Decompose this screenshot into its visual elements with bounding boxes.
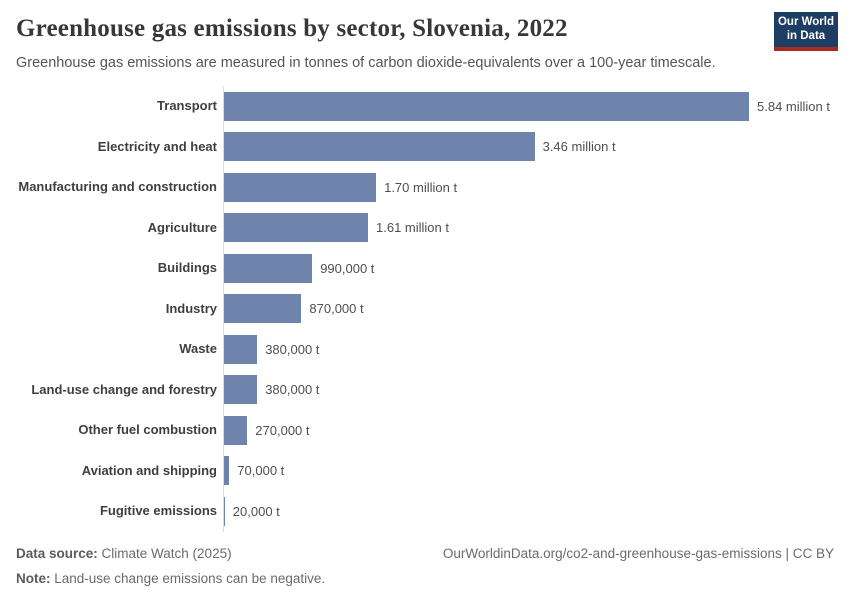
category-label: Other fuel combustion xyxy=(78,422,217,438)
value-label: 3.46 million t xyxy=(542,139,616,155)
chart-row: Buildings 990,000 t xyxy=(0,248,850,289)
bar-chart-plot: Transport 5.84 million t Electricity and… xyxy=(0,86,850,532)
bar-track: 1.70 million t xyxy=(223,167,850,208)
category-label: Land-use change and forestry xyxy=(31,381,217,397)
y-axis-line xyxy=(223,86,224,532)
chart-row: Industry 870,000 t xyxy=(0,289,850,330)
value-label: 5.84 million t xyxy=(757,98,830,114)
value-label: 990,000 t xyxy=(320,260,375,276)
footer-left: Data source: Climate Watch (2025) Note: … xyxy=(16,545,325,587)
bar-track: 70,000 t xyxy=(223,451,850,492)
chart-row: Land-use change and forestry 380,000 t xyxy=(0,370,850,411)
bar[interactable] xyxy=(223,132,535,162)
chart-footer: Data source: Climate Watch (2025) Note: … xyxy=(16,545,834,587)
category-label: Electricity and heat xyxy=(97,138,217,154)
owid-logo-line1: Our World xyxy=(777,15,834,28)
value-label: 270,000 t xyxy=(255,422,310,438)
bar[interactable] xyxy=(223,456,230,486)
category-label: Fugitive emissions xyxy=(99,503,217,519)
data-source-line: Data source: Climate Watch (2025) xyxy=(16,545,325,563)
bar-track: 380,000 t xyxy=(223,329,850,370)
bar[interactable] xyxy=(223,294,302,324)
chart-subtitle: Greenhouse gas emissions are measured in… xyxy=(16,55,716,71)
chart-row: Waste 380,000 t xyxy=(0,329,850,370)
chart-row: Manufacturing and construction 1.70 mill… xyxy=(0,167,850,208)
chart-row: Fugitive emissions 20,000 t xyxy=(0,491,850,532)
bar[interactable] xyxy=(223,334,258,364)
chart-header: Greenhouse gas emissions by sector, Slov… xyxy=(0,0,850,72)
category-label: Buildings xyxy=(157,260,217,276)
note-value: Land-use change emissions can be negativ… xyxy=(50,570,326,586)
category-label: Manufacturing and construction xyxy=(18,179,217,195)
bar-track: 20,000 t xyxy=(223,491,850,532)
chart-title: Greenhouse gas emissions by sector, Slov… xyxy=(16,15,568,42)
bar-track: 380,000 t xyxy=(223,370,850,411)
value-label: 380,000 t xyxy=(265,382,320,398)
category-label: Industry xyxy=(165,300,217,316)
category-label: Transport xyxy=(157,98,217,114)
data-source-value: Climate Watch (2025) xyxy=(97,546,232,561)
bar-track: 3.46 million t xyxy=(223,127,850,168)
attribution-link[interactable]: OurWorldinData.org/co2-and-greenhouse-ga… xyxy=(442,546,834,561)
bar-track: 870,000 t xyxy=(223,289,850,330)
bar[interactable] xyxy=(223,253,313,283)
value-label: 1.61 million t xyxy=(376,220,449,236)
value-label: 70,000 t xyxy=(237,463,285,479)
owid-logo[interactable]: Our World in Data xyxy=(774,12,838,51)
bar-rows: Transport 5.84 million t Electricity and… xyxy=(0,86,850,532)
value-label: 1.70 million t xyxy=(384,179,458,195)
chart-row: Electricity and heat 3.46 million t xyxy=(0,127,850,168)
bar[interactable] xyxy=(223,91,749,121)
chart-row: Aviation and shipping 70,000 t xyxy=(0,451,850,492)
chart-row: Transport 5.84 million t xyxy=(0,86,850,127)
bar[interactable] xyxy=(223,213,368,243)
note-line: Note: Land-use change emissions can be n… xyxy=(16,570,325,588)
value-label: 20,000 t xyxy=(232,503,280,519)
bar-track: 270,000 t xyxy=(223,410,850,451)
category-label: Aviation and shipping xyxy=(81,462,217,478)
category-label: Waste xyxy=(179,341,217,357)
value-label: 870,000 t xyxy=(309,301,364,317)
bar[interactable] xyxy=(223,415,248,445)
value-label: 380,000 t xyxy=(265,341,320,357)
bar-track: 1.61 million t xyxy=(223,208,850,249)
bar-track: 990,000 t xyxy=(223,248,850,289)
chart-row: Agriculture 1.61 million t xyxy=(0,208,850,249)
category-label: Agriculture xyxy=(147,219,217,235)
bar[interactable] xyxy=(223,172,377,202)
note-label: Note: xyxy=(16,570,51,586)
owid-logo-line2: in Data xyxy=(786,29,826,42)
bar[interactable] xyxy=(223,375,258,405)
chart-row: Other fuel combustion 270,000 t xyxy=(0,410,850,451)
data-source-label: Data source: xyxy=(16,546,98,561)
bar-track: 5.84 million t xyxy=(223,86,850,127)
